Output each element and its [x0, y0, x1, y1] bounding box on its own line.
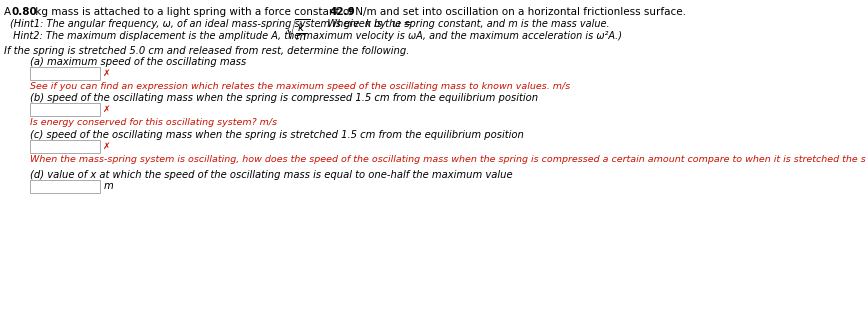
Text: See if you can find an expression which relates the maximum speed of the oscilla: See if you can find an expression which …	[30, 82, 570, 91]
Text: (b) speed of the oscillating mass when the spring is compressed 1.5 cm from the : (b) speed of the oscillating mass when t…	[30, 93, 538, 103]
Text: ✗: ✗	[103, 141, 111, 150]
Text: .  Where  k is the spring constant, and m is the mass value.: . Where k is the spring constant, and m …	[315, 19, 610, 29]
Text: (a) maximum speed of the oscillating mass: (a) maximum speed of the oscillating mas…	[30, 57, 246, 67]
Text: 0.80: 0.80	[12, 7, 38, 17]
Text: When the mass-spring system is oscillating, how does the speed of the oscillatin: When the mass-spring system is oscillati…	[30, 155, 866, 164]
Text: Is energy conserved for this oscillating system? m/s: Is energy conserved for this oscillating…	[30, 118, 277, 127]
Text: (c) speed of the oscillating mass when the spring is stretched 1.5 cm from the e: (c) speed of the oscillating mass when t…	[30, 130, 524, 140]
Text: m: m	[104, 181, 113, 191]
Text: If the spring is stretched 5.0 cm and released from rest, determine the followin: If the spring is stretched 5.0 cm and re…	[4, 46, 410, 56]
Text: $\sqrt{\dfrac{k}{m}}$: $\sqrt{\dfrac{k}{m}}$	[285, 18, 310, 44]
Text: A: A	[4, 7, 15, 17]
FancyBboxPatch shape	[30, 140, 100, 153]
FancyBboxPatch shape	[30, 103, 100, 116]
FancyBboxPatch shape	[30, 67, 100, 80]
Text: ✗: ✗	[103, 69, 111, 78]
FancyBboxPatch shape	[30, 180, 100, 193]
Text: Hint2: The maximum displacement is the amplitude A, the maximum velocity is ωA, : Hint2: The maximum displacement is the a…	[10, 31, 622, 41]
Text: kg mass is attached to a light spring with a force constant of: kg mass is attached to a light spring wi…	[32, 7, 356, 17]
Text: (Hint1: The angular frequency, ω, of an ideal mass-spring system is given by  ω : (Hint1: The angular frequency, ω, of an …	[10, 19, 415, 29]
Text: N/m and set into oscillation on a horizontal frictionless surface.: N/m and set into oscillation on a horizo…	[352, 7, 686, 17]
Text: 42.9: 42.9	[330, 7, 356, 17]
Text: (d) value of x at which the speed of the oscillating mass is equal to one-half t: (d) value of x at which the speed of the…	[30, 170, 513, 180]
Text: ✗: ✗	[103, 104, 111, 113]
